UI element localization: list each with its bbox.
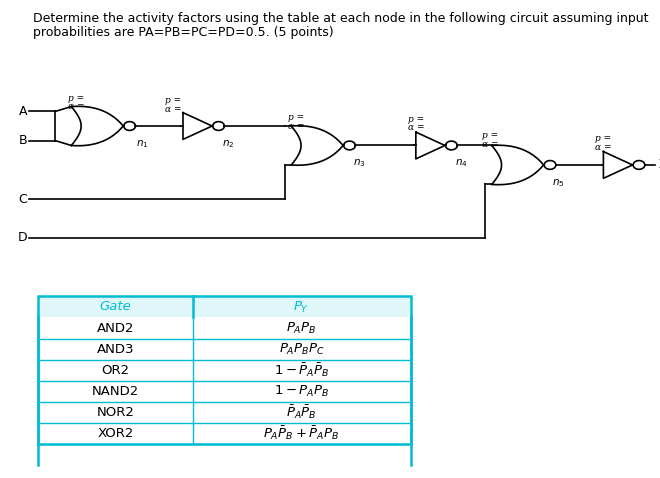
Text: AND2: AND2	[97, 322, 134, 335]
Text: α =: α =	[165, 105, 182, 114]
Text: $n_2$: $n_2$	[222, 138, 234, 150]
Text: $n_5$: $n_5$	[552, 177, 564, 189]
Text: $1-P_AP_B$: $1-P_AP_B$	[274, 384, 329, 399]
Text: Gate: Gate	[100, 301, 131, 314]
Text: p =: p =	[595, 134, 611, 143]
Text: p =: p =	[165, 96, 182, 105]
Text: α =: α =	[482, 140, 499, 149]
Text: NOR2: NOR2	[96, 406, 135, 419]
Text: B: B	[18, 134, 27, 147]
Text: AND3: AND3	[97, 343, 134, 356]
Text: XOR2: XOR2	[97, 427, 134, 440]
Text: D: D	[18, 231, 28, 244]
Text: p =: p =	[408, 115, 424, 124]
Text: $n_3$: $n_3$	[352, 158, 366, 170]
Text: Z: Z	[659, 158, 660, 172]
Text: α =: α =	[288, 122, 304, 131]
Text: p =: p =	[482, 131, 498, 140]
Text: $P_AP_B$: $P_AP_B$	[286, 320, 317, 336]
Text: $\bar{P}_A\bar{P}_B$: $\bar{P}_A\bar{P}_B$	[286, 403, 317, 421]
Text: p =: p =	[288, 113, 304, 122]
Text: probabilities are PA=PB=PC=PD=0.5. (5 points): probabilities are PA=PB=PC=PD=0.5. (5 po…	[33, 26, 333, 39]
FancyBboxPatch shape	[38, 296, 411, 317]
Text: $n_4$: $n_4$	[455, 158, 467, 170]
Text: α =: α =	[408, 123, 424, 132]
Text: $1-\bar{P}_A\bar{P}_B$: $1-\bar{P}_A\bar{P}_B$	[274, 361, 329, 379]
Text: α =: α =	[595, 143, 612, 152]
Text: A: A	[18, 105, 27, 118]
Text: $P_Y$: $P_Y$	[294, 299, 310, 315]
Text: C: C	[18, 193, 27, 206]
Text: α =: α =	[68, 102, 84, 111]
Text: OR2: OR2	[102, 364, 129, 377]
Text: $n_1$: $n_1$	[136, 138, 148, 150]
Text: Determine the activity factors using the table at each node in the following cir: Determine the activity factors using the…	[33, 12, 649, 25]
Text: NAND2: NAND2	[92, 385, 139, 398]
Text: p =: p =	[68, 94, 84, 103]
Text: $P_AP_BP_C$: $P_AP_BP_C$	[279, 342, 325, 357]
Text: $P_A\bar{P}_B+\bar{P}_AP_B$: $P_A\bar{P}_B+\bar{P}_AP_B$	[263, 424, 340, 442]
